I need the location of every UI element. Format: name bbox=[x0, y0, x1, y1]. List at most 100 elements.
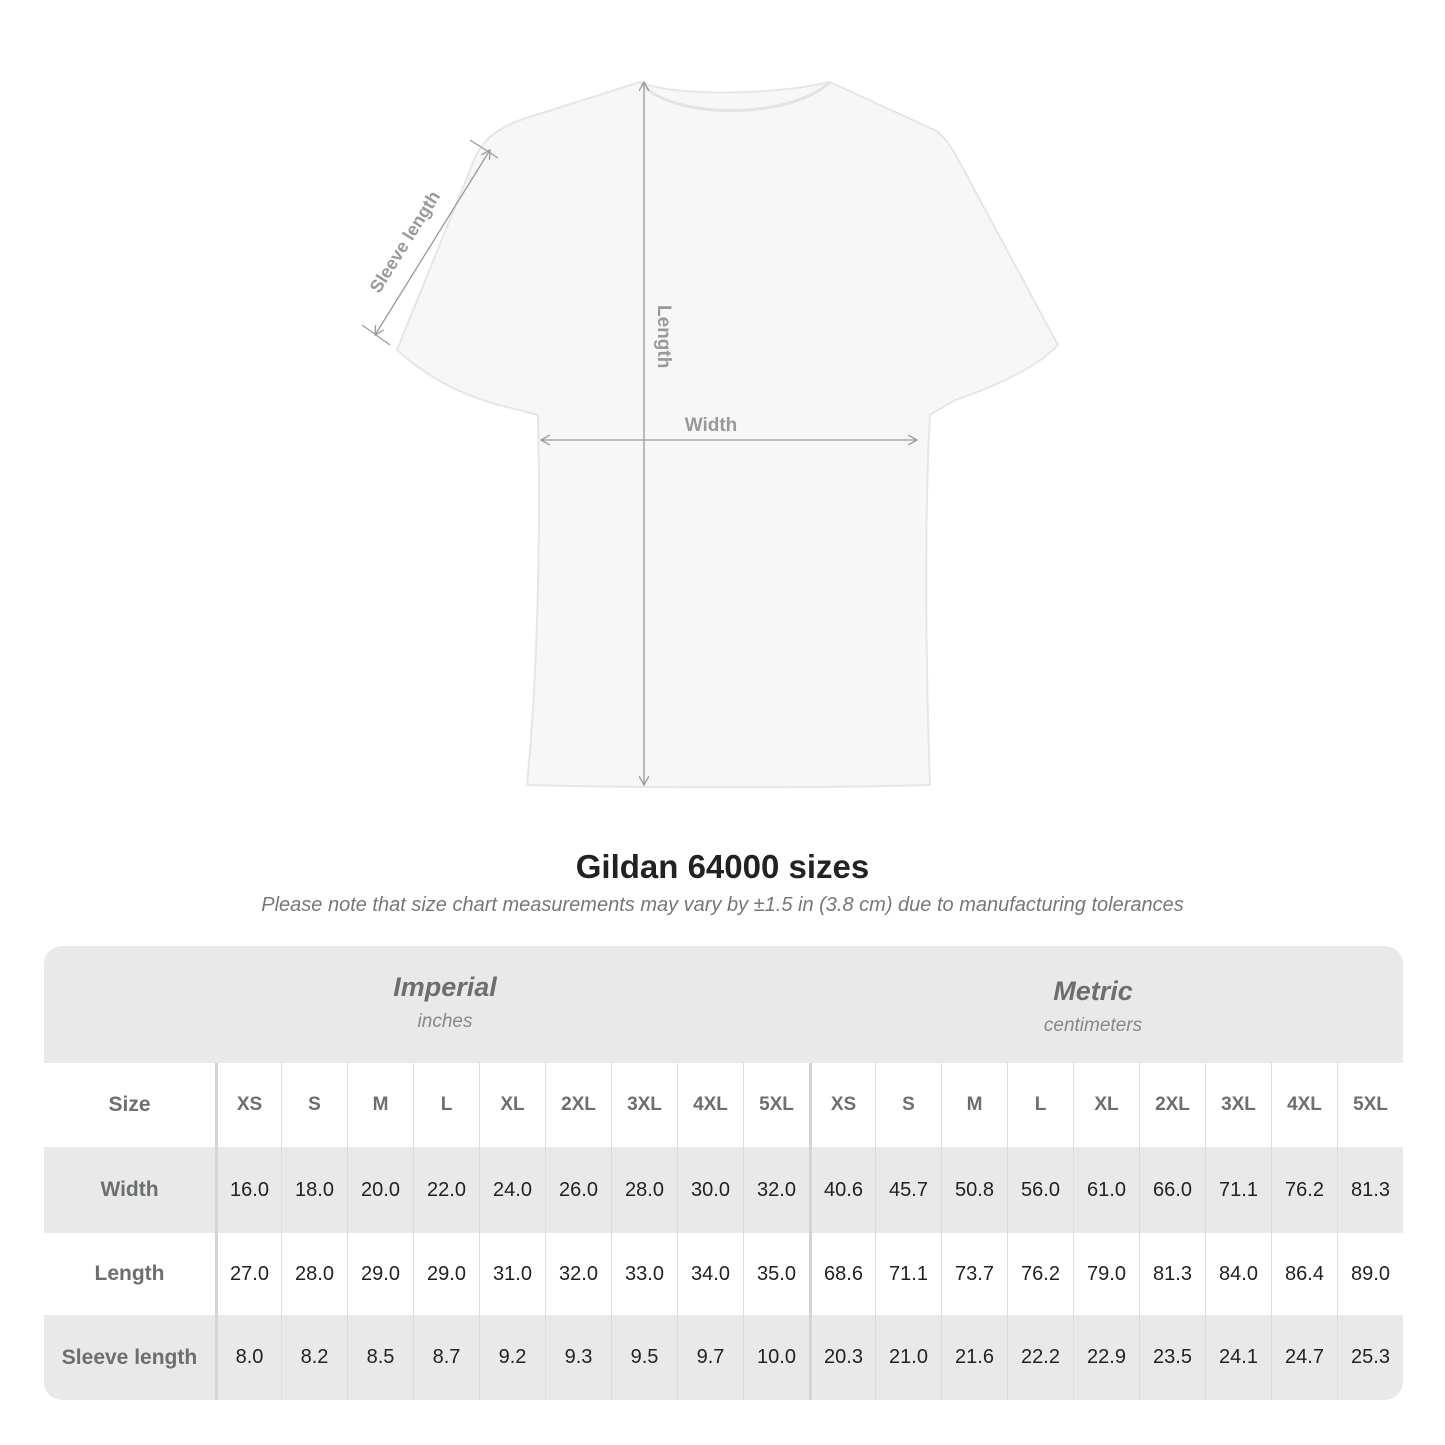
size-table: Imperial inches Metric centimeters Size X… bbox=[44, 946, 1403, 1400]
metric-value-cell: 81.3 bbox=[1337, 1147, 1403, 1233]
metric-value-cell: 71.1 bbox=[875, 1233, 941, 1315]
size-header-cell: 2XL bbox=[545, 1063, 611, 1147]
metric-value-cell: 89.0 bbox=[1337, 1233, 1403, 1315]
size-header-cell: M bbox=[347, 1063, 413, 1147]
imperial-value-cell: 26.0 bbox=[545, 1147, 611, 1233]
size-header-cell: 4XL bbox=[677, 1063, 743, 1147]
imperial-value-cell: 8.5 bbox=[347, 1315, 413, 1400]
metric-value-cell: 20.3 bbox=[809, 1315, 875, 1400]
imperial-value-cell: 32.0 bbox=[743, 1147, 809, 1233]
imperial-value-cell: 28.0 bbox=[281, 1233, 347, 1315]
table-row: Sleeve length 8.0 8.2 8.5 8.7 9.2 9.3 9.5 9.7 10.… bbox=[44, 1315, 1403, 1400]
size-header-cell: L bbox=[1007, 1063, 1073, 1147]
metric-value-cell: 76.2 bbox=[1271, 1147, 1337, 1233]
row-bg bbox=[44, 1315, 1403, 1400]
metric-value-cell: 56.0 bbox=[1007, 1147, 1073, 1233]
size-header-cell: L bbox=[413, 1063, 479, 1147]
row-label: Sleeve length bbox=[61, 1345, 198, 1369]
size-header-cell: 2XL bbox=[1139, 1063, 1205, 1147]
tshirt-diagram: Length Width Sleeve length bbox=[361, 80, 1060, 789]
metric-value-cell: 61.0 bbox=[1073, 1147, 1139, 1233]
sleeve-tick bbox=[361, 324, 391, 346]
imperial-value-cell: 28.0 bbox=[611, 1147, 677, 1233]
size-header-cell: M bbox=[941, 1063, 1007, 1147]
imperial-value-cell: 16.0 bbox=[215, 1147, 281, 1233]
length-label: Length bbox=[653, 305, 674, 368]
imperial-value-cell: 9.3 bbox=[545, 1315, 611, 1400]
row-label: Size bbox=[108, 1093, 151, 1116]
metric-value-cell: 40.6 bbox=[809, 1147, 875, 1233]
metric-value-cell: 22.9 bbox=[1073, 1315, 1139, 1400]
metric-value-cell: 79.0 bbox=[1073, 1233, 1139, 1315]
imperial-value-cell: 9.7 bbox=[677, 1315, 743, 1400]
imperial-value-cell: 29.0 bbox=[347, 1233, 413, 1315]
size-header-cell: 5XL bbox=[1337, 1063, 1403, 1147]
size-header-cell: 4XL bbox=[1271, 1063, 1337, 1147]
width-label: Width bbox=[685, 415, 738, 436]
table-row: Length 27.0 28.0 29.0 29.0 31.0 32.0 33.0 34.0 35… bbox=[44, 1233, 1403, 1315]
imperial-value-cell: 27.0 bbox=[215, 1233, 281, 1315]
imperial-value-cell: 35.0 bbox=[743, 1233, 809, 1315]
imperial-value-cell: 34.0 bbox=[677, 1233, 743, 1315]
imperial-value-cell: 9.5 bbox=[611, 1315, 677, 1400]
imperial-value-cell: 29.0 bbox=[413, 1233, 479, 1315]
imperial-title: Imperial bbox=[393, 972, 497, 1002]
metric-value-cell: 68.6 bbox=[809, 1233, 875, 1315]
metric-title: Metric bbox=[1053, 976, 1133, 1006]
metric-value-cell: 21.0 bbox=[875, 1315, 941, 1400]
imperial-value-cell: 18.0 bbox=[281, 1147, 347, 1233]
size-header-cell: XL bbox=[1073, 1063, 1139, 1147]
page-title: Gildan 64000 sizes bbox=[575, 848, 870, 885]
tshirt-shape bbox=[395, 80, 1060, 789]
row-label: Length bbox=[94, 1262, 165, 1285]
metric-value-cell: 66.0 bbox=[1139, 1147, 1205, 1233]
imperial-value-cell: 20.0 bbox=[347, 1147, 413, 1233]
size-header-cell: S bbox=[281, 1063, 347, 1147]
imperial-unit: inches bbox=[417, 1011, 473, 1032]
size-header-cell: XS bbox=[215, 1063, 281, 1147]
metric-value-cell: 71.1 bbox=[1205, 1147, 1271, 1233]
sleeve-length-line bbox=[375, 150, 490, 335]
table-row: Width 16.0 18.0 20.0 22.0 24.0 26.0 28.0 30.0 32.… bbox=[44, 1147, 1403, 1233]
size-header-cell: S bbox=[875, 1063, 941, 1147]
imperial-value-cell: 8.2 bbox=[281, 1315, 347, 1400]
metric-header: Metric centimeters bbox=[809, 946, 1377, 1063]
metric-value-cell: 73.7 bbox=[941, 1233, 1007, 1315]
imperial-value-cell: 8.0 bbox=[215, 1315, 281, 1400]
size-header-cell: 3XL bbox=[1205, 1063, 1271, 1147]
table-header-band bbox=[44, 946, 1403, 1063]
metric-value-cell: 76.2 bbox=[1007, 1233, 1073, 1315]
metric-unit: centimeters bbox=[1043, 1015, 1143, 1036]
metric-value-cell: 50.8 bbox=[941, 1147, 1007, 1233]
metric-value-cell: 84.0 bbox=[1205, 1233, 1271, 1315]
metric-value-cell: 25.3 bbox=[1337, 1315, 1403, 1400]
row-label: Width bbox=[100, 1178, 159, 1201]
imperial-header: Imperial inches bbox=[215, 946, 675, 1063]
sleeve-tick bbox=[469, 139, 499, 159]
tolerance-note: Please note that size chart measurements… bbox=[261, 894, 1184, 916]
metric-value-cell: 24.1 bbox=[1205, 1315, 1271, 1400]
size-header-row: Size XS S M L XL 2XL 3XL 4XL 5XL XS S M L XL 2XL 3XL 4XL 5… bbox=[44, 1063, 1403, 1147]
metric-value-cell: 45.7 bbox=[875, 1147, 941, 1233]
collar bbox=[638, 80, 832, 112]
size-header-cell: 3XL bbox=[611, 1063, 677, 1147]
size-header-cell: XL bbox=[479, 1063, 545, 1147]
metric-value-cell: 86.4 bbox=[1271, 1233, 1337, 1315]
imperial-value-cell: 22.0 bbox=[413, 1147, 479, 1233]
imperial-value-cell: 24.0 bbox=[479, 1147, 545, 1233]
imperial-value-cell: 33.0 bbox=[611, 1233, 677, 1315]
imperial-value-cell: 10.0 bbox=[743, 1315, 809, 1400]
imperial-value-cell: 30.0 bbox=[677, 1147, 743, 1233]
size-header-cell: 5XL bbox=[743, 1063, 809, 1147]
metric-value-cell: 22.2 bbox=[1007, 1315, 1073, 1400]
metric-value-cell: 24.7 bbox=[1271, 1315, 1337, 1400]
metric-value-cell: 81.3 bbox=[1139, 1233, 1205, 1315]
imperial-value-cell: 9.2 bbox=[479, 1315, 545, 1400]
metric-value-cell: 23.5 bbox=[1139, 1315, 1205, 1400]
size-header-cell: XS bbox=[809, 1063, 875, 1147]
metric-value-cell: 21.6 bbox=[941, 1315, 1007, 1400]
imperial-value-cell: 31.0 bbox=[479, 1233, 545, 1315]
imperial-value-cell: 8.7 bbox=[413, 1315, 479, 1400]
row-bg bbox=[44, 1147, 1403, 1233]
imperial-value-cell: 32.0 bbox=[545, 1233, 611, 1315]
